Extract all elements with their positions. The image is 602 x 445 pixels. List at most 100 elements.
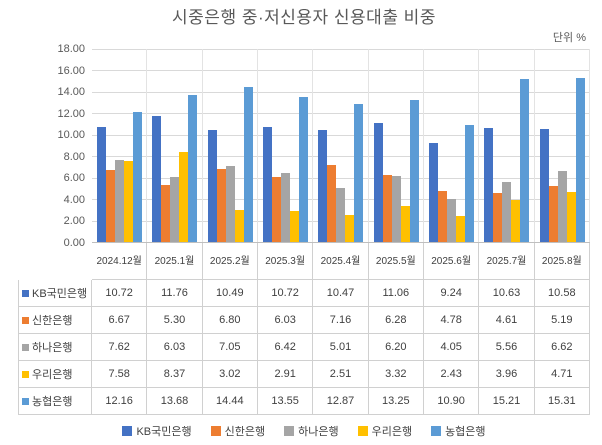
table-value-cell: 4.05 xyxy=(423,334,480,361)
bar xyxy=(161,185,171,242)
bar xyxy=(548,186,558,242)
bar xyxy=(456,215,466,242)
bar-group xyxy=(147,49,202,242)
table-value-cell: 13.68 xyxy=(147,388,203,415)
bar xyxy=(575,77,585,242)
bar xyxy=(511,199,521,242)
y-tick-label: 18.00 xyxy=(57,43,85,55)
table-value-cell: 4.71 xyxy=(534,361,590,388)
data-table: 2024.12월 2025.1월 2025.2월 2025.3월 2025.4월 2025… xyxy=(18,243,590,415)
bar xyxy=(382,174,392,242)
y-tick-label: 16.00 xyxy=(57,64,85,77)
gridline-horizontal xyxy=(92,156,590,158)
chart-title: 시중은행 중·저신용자 신용대출 비중 xyxy=(172,8,436,27)
bar xyxy=(318,129,328,242)
legend-item: 우리은행 xyxy=(357,423,413,439)
table-value-cell: 6.62 xyxy=(534,334,590,361)
legend-label: 농협은행 xyxy=(445,426,486,438)
bar xyxy=(281,173,291,242)
gridline-vertical xyxy=(478,49,480,242)
legend-label: KB국민은행 xyxy=(136,426,192,438)
table-month-header: 2025.5월 xyxy=(368,243,424,280)
gridline-horizontal xyxy=(92,70,590,72)
legend-key-icon xyxy=(22,316,29,324)
table-value-cell: 13.55 xyxy=(257,388,314,415)
table-value-cell: 10.72 xyxy=(92,280,148,307)
bar xyxy=(557,171,567,242)
table-value-cell: 11.76 xyxy=(147,280,203,307)
table-value-cell: 6.28 xyxy=(368,307,424,334)
table-value-cell: 3.96 xyxy=(479,361,535,388)
table-row-header: 신한은행 xyxy=(18,307,92,334)
bar xyxy=(124,160,134,242)
gridline-vertical xyxy=(312,49,314,242)
plot-region: 18.00 16.00 14.00 12.00 10.00 8.00 6.00 4.00 2.0… xyxy=(18,43,590,249)
legend-label: 우리은행 xyxy=(371,426,413,438)
y-tick-label: 14.00 xyxy=(57,86,85,99)
unit-label: 단위 % xyxy=(552,32,586,44)
bar xyxy=(170,177,180,242)
table-value-cell: 5.01 xyxy=(313,334,369,361)
bar xyxy=(447,198,457,242)
gridline-vertical xyxy=(422,49,424,242)
bar-group xyxy=(313,49,368,242)
table-value-cell: 7.16 xyxy=(313,307,369,334)
table-value-cell: 2.51 xyxy=(313,361,369,388)
table-value-cell: 4.78 xyxy=(423,307,480,334)
bar-group xyxy=(479,49,534,242)
table-value-cell: 2.91 xyxy=(257,361,314,388)
gridline-vertical xyxy=(146,49,148,242)
bar xyxy=(115,160,125,242)
y-tick-label: 8.00 xyxy=(63,150,85,163)
legend-item: 하나은행 xyxy=(284,423,339,439)
legend-swatch-icon xyxy=(357,426,368,436)
bar xyxy=(502,182,512,242)
legend-swatch-icon xyxy=(210,426,221,436)
y-tick-label: 0.00 xyxy=(63,237,85,249)
table-value-cell: 10.72 xyxy=(257,280,314,307)
table-value-cell: 7.62 xyxy=(92,334,148,361)
table-value-cell: 8.37 xyxy=(147,361,203,388)
gridline-horizontal xyxy=(92,177,590,179)
bar xyxy=(539,128,549,242)
bar xyxy=(106,170,116,242)
table-value-cell: 6.80 xyxy=(202,307,258,334)
y-axis: 18.00 16.00 14.00 12.00 10.00 8.00 6.00 4.00 2.0… xyxy=(18,43,92,249)
bar xyxy=(299,96,309,242)
table-value-cell: 6.03 xyxy=(257,307,314,334)
legend-item: 신한은행 xyxy=(210,423,265,439)
table-value-cell: 12.16 xyxy=(92,388,148,415)
table-value-cell: 10.47 xyxy=(313,280,369,307)
bar xyxy=(566,191,576,242)
table-month-header: 2025.4월 xyxy=(313,243,369,280)
series-name: 농협은행 xyxy=(32,396,73,408)
bar xyxy=(409,99,419,242)
gridline-horizontal xyxy=(92,134,590,136)
table-value-cell: 10.49 xyxy=(202,280,258,307)
bar xyxy=(493,192,503,242)
bar xyxy=(400,206,410,242)
gridline-vertical xyxy=(589,49,590,242)
bar-group xyxy=(424,49,479,242)
legend-key-icon xyxy=(22,343,29,351)
table-value-cell: 7.58 xyxy=(92,361,148,388)
legend-key-icon xyxy=(22,289,29,297)
y-tick-label: 12.00 xyxy=(57,107,85,120)
table-row-header: 우리은행 xyxy=(18,361,92,388)
bar xyxy=(152,115,162,242)
gridline-vertical xyxy=(201,49,203,242)
gridline-vertical xyxy=(367,49,369,242)
bar-group xyxy=(203,49,258,242)
bar xyxy=(438,190,448,242)
bar xyxy=(465,125,475,242)
y-tick-label: 4.00 xyxy=(63,193,85,206)
table-row-header: 하나은행 xyxy=(18,334,92,361)
bar xyxy=(327,165,337,242)
table-value-cell: 10.90 xyxy=(423,388,480,415)
bar xyxy=(345,215,355,242)
table-row-header: KB국민은행 xyxy=(18,280,92,307)
table-value-cell: 5.30 xyxy=(147,307,203,334)
table-value-cell: 4.61 xyxy=(479,307,535,334)
y-tick-label: 10.00 xyxy=(57,129,85,142)
